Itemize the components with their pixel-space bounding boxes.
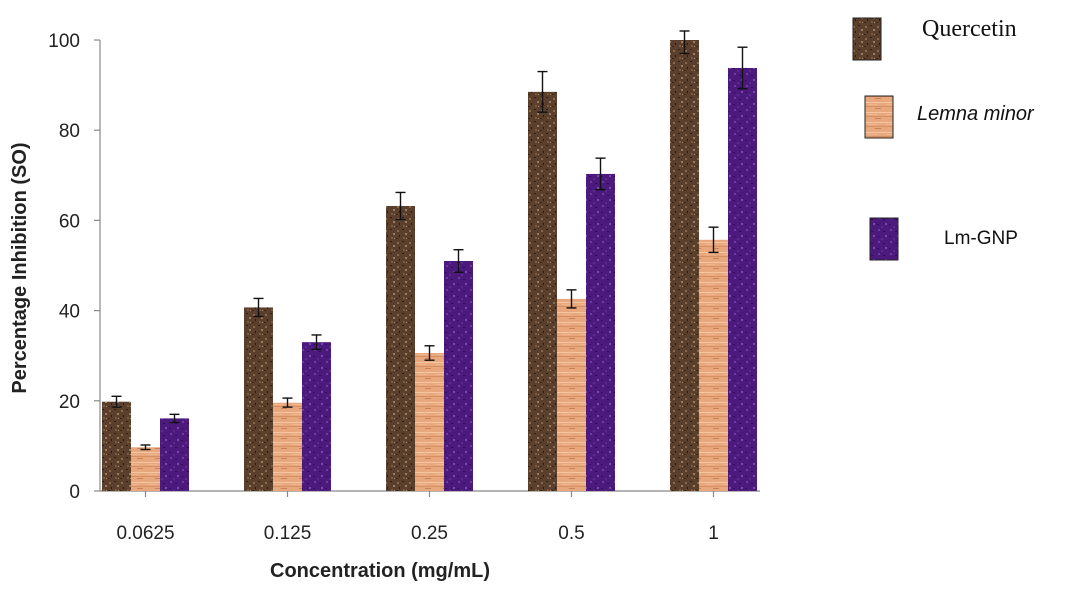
y-tick-label: 40 <box>59 302 80 323</box>
x-ticks: 0.0625 0.125 0.25 0.5 1 <box>116 491 719 544</box>
bar <box>415 352 444 491</box>
y-tick-label: 0 <box>69 482 80 503</box>
bar <box>302 342 331 491</box>
bar <box>244 307 273 491</box>
legend-label: Quercetin <box>922 16 1017 42</box>
legend-label: Lemna minor <box>917 103 1035 125</box>
x-tick-label: 0.5 <box>558 523 584 544</box>
bar <box>273 402 302 491</box>
bar <box>386 205 415 491</box>
x-tick-label: 1 <box>708 523 719 544</box>
x-axis-title: Concentration (mg/mL) <box>270 560 490 582</box>
bar <box>557 298 586 491</box>
bar <box>670 40 699 491</box>
y-ticks: 0 20 40 60 80 100 <box>48 31 100 503</box>
bar <box>528 91 557 492</box>
y-tick-label: 80 <box>59 121 80 142</box>
bar <box>444 260 473 491</box>
bars <box>102 40 757 492</box>
x-tick-label: 0.25 <box>411 523 448 544</box>
y-tick-label: 60 <box>59 211 80 232</box>
legend-swatch <box>864 95 894 139</box>
bar <box>131 447 160 491</box>
y-tick-label: 20 <box>59 392 80 413</box>
y-tick-label: 100 <box>48 31 80 52</box>
bar <box>160 418 189 491</box>
bar <box>102 401 131 491</box>
legend: Quercetin Lemna minor Lm-GNP <box>852 16 1035 261</box>
legend-label: Lm-GNP <box>944 228 1018 249</box>
legend-swatch <box>869 217 899 261</box>
bar <box>728 67 757 491</box>
legend-swatch <box>852 17 882 61</box>
x-tick-label: 0.0625 <box>116 523 174 544</box>
bar <box>586 173 615 491</box>
bar <box>699 239 728 491</box>
x-tick-label: 0.125 <box>264 523 312 544</box>
error-bars <box>111 30 748 451</box>
y-axis-title: Percentage Inhibition (SO) <box>9 142 31 393</box>
